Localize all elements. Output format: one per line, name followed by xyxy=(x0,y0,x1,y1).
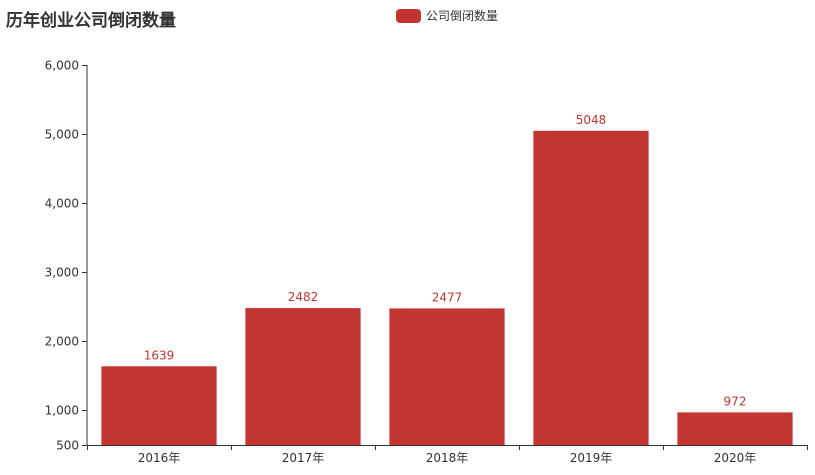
y-tick-label: 5,000 xyxy=(45,128,79,142)
y-axis: 500 1,000 2,000 3,000 4,000 5,000 6,000 xyxy=(45,59,88,453)
bar[interactable] xyxy=(245,308,361,445)
y-tick-label: 2,000 xyxy=(45,335,79,349)
data-labels: 1639 2482 2477 5048 972 xyxy=(144,113,747,409)
x-axis: 2016年 2017年 2018年 2019年 2020年 xyxy=(87,445,808,465)
bar[interactable] xyxy=(677,412,793,445)
bar[interactable] xyxy=(101,366,217,445)
legend-item[interactable]: 公司倒闭数量 xyxy=(396,7,498,24)
x-tick-label: 2016年 xyxy=(138,451,181,465)
y-tick-label: 1,000 xyxy=(45,404,79,418)
bar[interactable] xyxy=(389,308,505,445)
x-tick-label: 2018年 xyxy=(426,451,469,465)
legend-swatch xyxy=(396,8,421,23)
data-label: 2477 xyxy=(432,290,463,304)
x-tick-label: 2017年 xyxy=(282,451,325,465)
bars xyxy=(101,130,793,446)
chart-title: 历年创业公司倒闭数量 xyxy=(6,11,176,31)
data-label: 2482 xyxy=(288,290,319,304)
y-tick-label: 3,000 xyxy=(45,266,79,280)
y-tick-label: 500 xyxy=(56,439,79,453)
x-tick-label: 2019年 xyxy=(570,451,613,465)
data-label: 5048 xyxy=(576,113,607,127)
legend-label: 公司倒闭数量 xyxy=(426,9,499,23)
y-tick-label: 4,000 xyxy=(45,197,79,211)
y-tick-label: 6,000 xyxy=(45,59,79,73)
bar[interactable] xyxy=(533,130,649,446)
data-label: 1639 xyxy=(144,348,175,362)
x-tick-label: 2020年 xyxy=(714,451,757,465)
data-label: 972 xyxy=(724,394,747,408)
